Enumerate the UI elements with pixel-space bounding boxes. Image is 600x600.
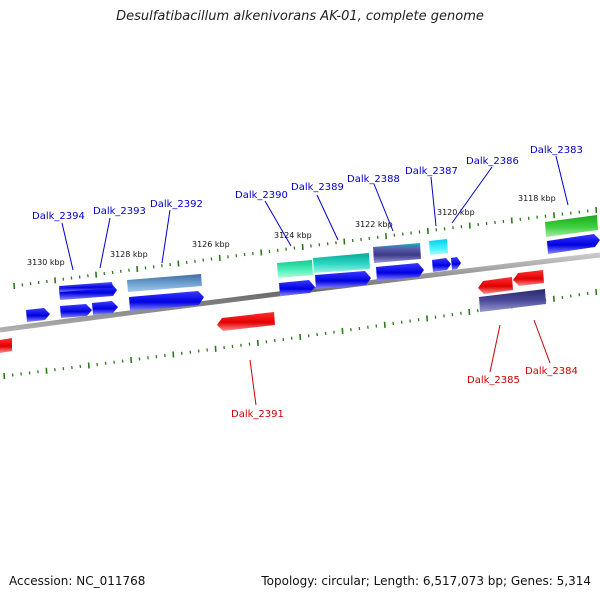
gene-arrow-dalk-2385[interactable]	[478, 277, 513, 294]
gene-arrow-dalk-2388[interactable]	[376, 263, 424, 281]
gene-label-dalk-2392[interactable]: Dalk_2392	[150, 199, 203, 210]
gene-label-dalk-2384[interactable]: Dalk_2384	[525, 366, 578, 377]
gene-label-dalk-2391[interactable]: Dalk_2391	[231, 409, 284, 420]
gene-dalk-2388-block[interactable]	[373, 243, 421, 263]
gene-dalk-2390-block[interactable]	[277, 260, 313, 278]
gene-dalk-2387-block[interactable]	[429, 239, 448, 255]
gene-arrow-dalk-2390[interactable]	[279, 280, 315, 296]
topology-summary: Topology: circular; Length: 6,517,073 bp…	[261, 574, 591, 588]
gene-arrow-dalk-2391[interactable]	[217, 312, 275, 331]
gene-label-dalk-2387[interactable]: Dalk_2387	[405, 166, 458, 177]
accession-text: Accession: NC_011768	[9, 574, 146, 588]
gene-label-dalk-2394[interactable]: Dalk_2394	[32, 211, 85, 222]
scale-label-3124: 3124 kbp	[274, 231, 312, 240]
gene-arrow-dalk-2387[interactable]	[432, 258, 451, 272]
gene-arrow-dalk-2393[interactable]	[92, 301, 118, 315]
gene-label-dalk-2388[interactable]: Dalk_2388	[347, 174, 400, 185]
gene-label-dalk-2393[interactable]: Dalk_2393	[93, 206, 146, 217]
gene-label-dalk-2383[interactable]: Dalk_2383	[530, 145, 583, 156]
gene-dalk-2394-upper[interactable]	[59, 282, 113, 292]
scale-label-3118: 3118 kbp	[518, 194, 556, 203]
gene-arrow-dalk-2389[interactable]	[315, 271, 371, 289]
gene-label-dalk-2386[interactable]: Dalk_2386	[466, 156, 519, 167]
gene-dalk-2383-block[interactable]	[545, 215, 598, 237]
gene-label-dalk-2385[interactable]: Dalk_2385	[467, 375, 520, 386]
scale-ticks-top	[13, 206, 598, 290]
gene-arrow-dalk-2384[interactable]	[513, 270, 544, 286]
gene-arrow-1[interactable]	[26, 308, 50, 322]
gene-arrow-dalk-2392[interactable]	[129, 291, 204, 311]
gene-arrow-reverse-edge[interactable]	[0, 338, 12, 353]
gene-arrow-dalk-2386[interactable]	[451, 257, 461, 270]
gene-dalk-2385-block[interactable]	[479, 289, 546, 312]
scale-label-3126: 3126 kbp	[192, 240, 230, 249]
map-title: Desulfatibacillum alkenivorans AK-01, co…	[116, 9, 484, 24]
label-leaders	[61, 155, 569, 406]
scale-label-3128: 3128 kbp	[110, 250, 148, 259]
gene-arrow-dalk-2394[interactable]	[60, 304, 92, 318]
gene-dalk-2392-block[interactable]	[127, 274, 202, 292]
scale-label-3120: 3120 kbp	[437, 208, 475, 217]
gene-dalk-2389-block[interactable]	[313, 253, 370, 273]
gene-arrow-dalk-2383[interactable]	[547, 234, 600, 254]
scale-label-3122: 3122 kbp	[355, 220, 393, 229]
gene-label-dalk-2390[interactable]: Dalk_2390	[235, 190, 288, 201]
scale-label-3130: 3130 kbp	[27, 258, 65, 267]
gene-label-dalk-2389[interactable]: Dalk_2389	[291, 182, 344, 193]
